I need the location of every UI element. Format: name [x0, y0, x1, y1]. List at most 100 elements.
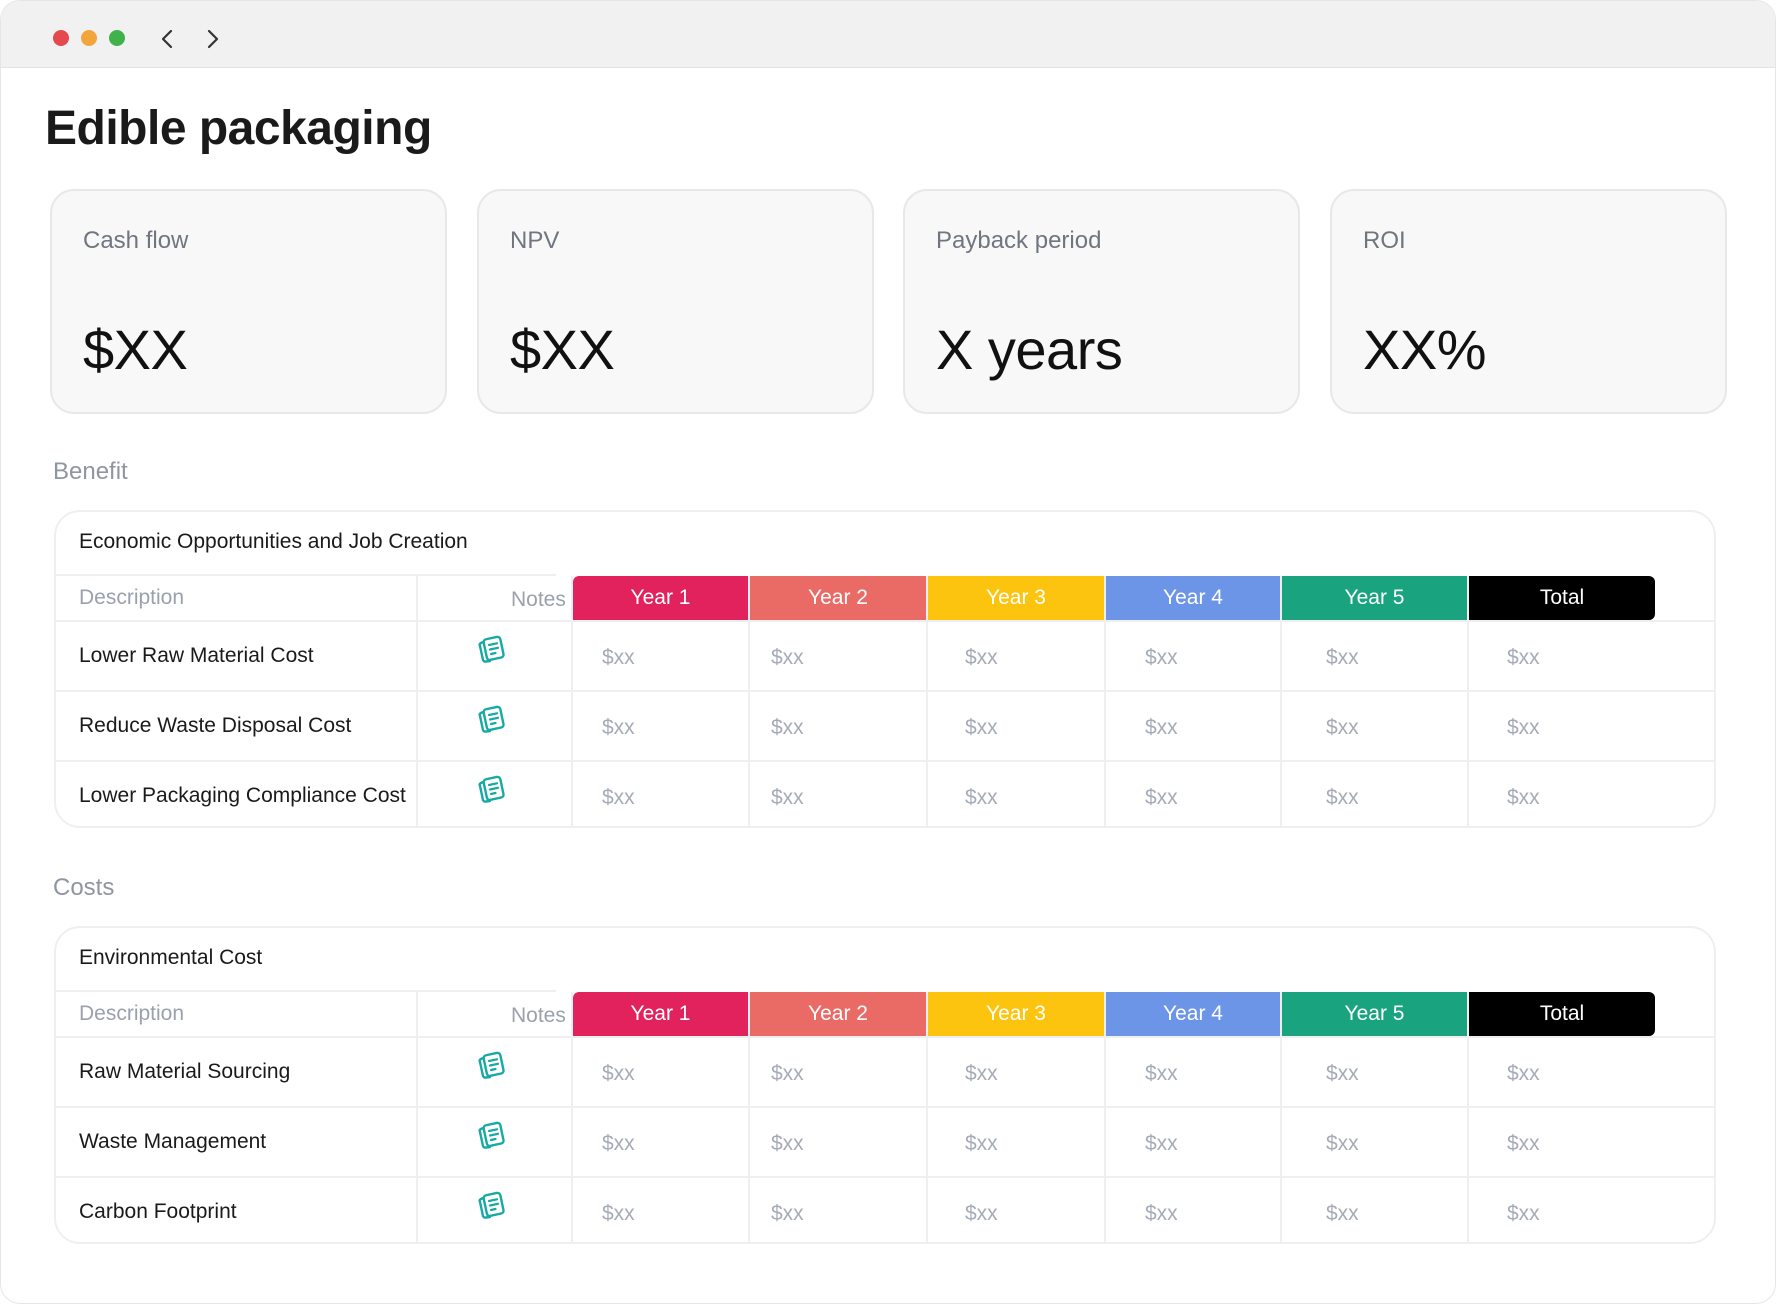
- value-cell[interactable]: $xx: [771, 1062, 804, 1085]
- kpi-label: NPV: [510, 227, 560, 254]
- value-cell[interactable]: $xx: [1145, 786, 1178, 809]
- value-cell[interactable]: $xx: [1145, 1062, 1178, 1085]
- value-cell[interactable]: $xx: [965, 716, 998, 739]
- value-cell[interactable]: $xx: [1507, 646, 1540, 669]
- row-divider: [56, 1106, 1716, 1108]
- row-description: Lower Packaging Compliance Cost: [79, 784, 406, 807]
- column-divider: [1467, 576, 1469, 828]
- column-header-total[interactable]: Total: [1469, 992, 1655, 1036]
- value-cell[interactable]: $xx: [1145, 646, 1178, 669]
- notes-icon[interactable]: [474, 1050, 508, 1089]
- value-cell[interactable]: $xx: [965, 1132, 998, 1155]
- table-card-benefit: Economic Opportunities and Job Creation D…: [54, 510, 1716, 828]
- kpi-value: $XX: [510, 318, 615, 381]
- value-cell[interactable]: $xx: [1326, 1202, 1359, 1225]
- row-description: Reduce Waste Disposal Cost: [79, 714, 352, 737]
- value-cell[interactable]: $xx: [771, 716, 804, 739]
- notes-icon[interactable]: [474, 704, 508, 743]
- section-label-costs: Costs: [53, 874, 115, 901]
- value-cell[interactable]: $xx: [1326, 1062, 1359, 1085]
- column-divider: [926, 576, 928, 828]
- column-divider: [1280, 576, 1282, 828]
- forward-button[interactable]: [199, 23, 227, 53]
- column-header-year-4[interactable]: Year 4: [1106, 992, 1280, 1036]
- column-header-year-1[interactable]: Year 1: [573, 992, 748, 1036]
- value-cell[interactable]: $xx: [1145, 716, 1178, 739]
- column-divider: [571, 992, 573, 1244]
- column-header-year-5[interactable]: Year 5: [1282, 576, 1467, 620]
- column-divider: [1104, 992, 1106, 1244]
- value-cell[interactable]: $xx: [602, 786, 635, 809]
- value-cell[interactable]: $xx: [771, 786, 804, 809]
- section-label-benefit: Benefit: [53, 458, 128, 485]
- value-cell[interactable]: $xx: [1507, 716, 1540, 739]
- row-description: Raw Material Sourcing: [79, 1060, 291, 1083]
- minimize-window-button[interactable]: [81, 30, 97, 46]
- title-bar: [1, 1, 1775, 68]
- column-header-description: Description: [79, 1002, 185, 1025]
- value-cell[interactable]: $xx: [771, 1202, 804, 1225]
- chevron-right-icon: [207, 29, 219, 49]
- value-cell[interactable]: $xx: [1507, 1132, 1540, 1155]
- column-header-notes: Notes: [511, 588, 566, 611]
- zoom-window-button[interactable]: [109, 30, 125, 46]
- value-cell[interactable]: $xx: [965, 786, 998, 809]
- value-cell[interactable]: $xx: [602, 1202, 635, 1225]
- notes-icon[interactable]: [474, 1120, 508, 1159]
- row-description: Waste Management: [79, 1130, 267, 1153]
- value-cell[interactable]: $xx: [602, 1132, 635, 1155]
- row-divider: [56, 1036, 1716, 1038]
- value-cell[interactable]: $xx: [1326, 1132, 1359, 1155]
- value-cell[interactable]: $xx: [602, 716, 635, 739]
- kpi-card-cash-flow: Cash flow $XX: [50, 189, 447, 414]
- notes-icon[interactable]: [474, 1190, 508, 1229]
- value-cell[interactable]: $xx: [771, 1132, 804, 1155]
- notes-icon[interactable]: [474, 774, 508, 813]
- column-divider: [416, 992, 418, 1244]
- column-header-year-3[interactable]: Year 3: [928, 576, 1104, 620]
- column-divider: [748, 576, 750, 828]
- table-title: Environmental Cost: [79, 946, 263, 969]
- value-cell[interactable]: $xx: [1326, 716, 1359, 739]
- column-header-year-1[interactable]: Year 1: [573, 576, 748, 620]
- chevron-left-icon: [161, 29, 173, 49]
- kpi-value: X years: [936, 318, 1123, 381]
- table-card-costs: Environmental Cost Description Notes Year 1…: [54, 926, 1716, 1244]
- close-window-button[interactable]: [53, 30, 69, 46]
- value-cell[interactable]: $xx: [965, 1062, 998, 1085]
- value-cell[interactable]: $xx: [602, 1062, 635, 1085]
- column-divider: [571, 576, 573, 828]
- kpi-label: Payback period: [936, 227, 1102, 254]
- column-header-year-4[interactable]: Year 4: [1106, 576, 1280, 620]
- row-divider: [56, 620, 1716, 622]
- column-header-notes: Notes: [511, 1004, 566, 1027]
- value-cell[interactable]: $xx: [771, 646, 804, 669]
- value-cell[interactable]: $xx: [1507, 1202, 1540, 1225]
- value-cell[interactable]: $xx: [965, 1202, 998, 1225]
- value-cell[interactable]: $xx: [1145, 1202, 1178, 1225]
- value-cell[interactable]: $xx: [1326, 786, 1359, 809]
- value-cell[interactable]: $xx: [1145, 1132, 1178, 1155]
- notes-icon[interactable]: [474, 634, 508, 673]
- value-cell[interactable]: $xx: [965, 646, 998, 669]
- row-description: Lower Raw Material Cost: [79, 644, 314, 667]
- column-header-year-3[interactable]: Year 3: [928, 992, 1104, 1036]
- column-header-year-2[interactable]: Year 2: [750, 992, 926, 1036]
- kpi-card-payback-period: Payback period X years: [903, 189, 1300, 414]
- value-cell[interactable]: $xx: [1507, 1062, 1540, 1085]
- column-header-year-5[interactable]: Year 5: [1282, 992, 1467, 1036]
- value-cell[interactable]: $xx: [1507, 786, 1540, 809]
- column-header-total[interactable]: Total: [1469, 576, 1655, 620]
- row-divider: [56, 574, 556, 576]
- column-divider: [1467, 992, 1469, 1244]
- table-title: Economic Opportunities and Job Creation: [79, 530, 468, 553]
- value-cell[interactable]: $xx: [602, 646, 635, 669]
- back-button[interactable]: [153, 23, 181, 53]
- kpi-card-roi: ROI XX%: [1330, 189, 1727, 414]
- value-cell[interactable]: $xx: [1326, 646, 1359, 669]
- column-divider: [926, 992, 928, 1244]
- kpi-label: ROI: [1363, 227, 1406, 254]
- row-description: Carbon Footprint: [79, 1200, 237, 1223]
- column-header-year-2[interactable]: Year 2: [750, 576, 926, 620]
